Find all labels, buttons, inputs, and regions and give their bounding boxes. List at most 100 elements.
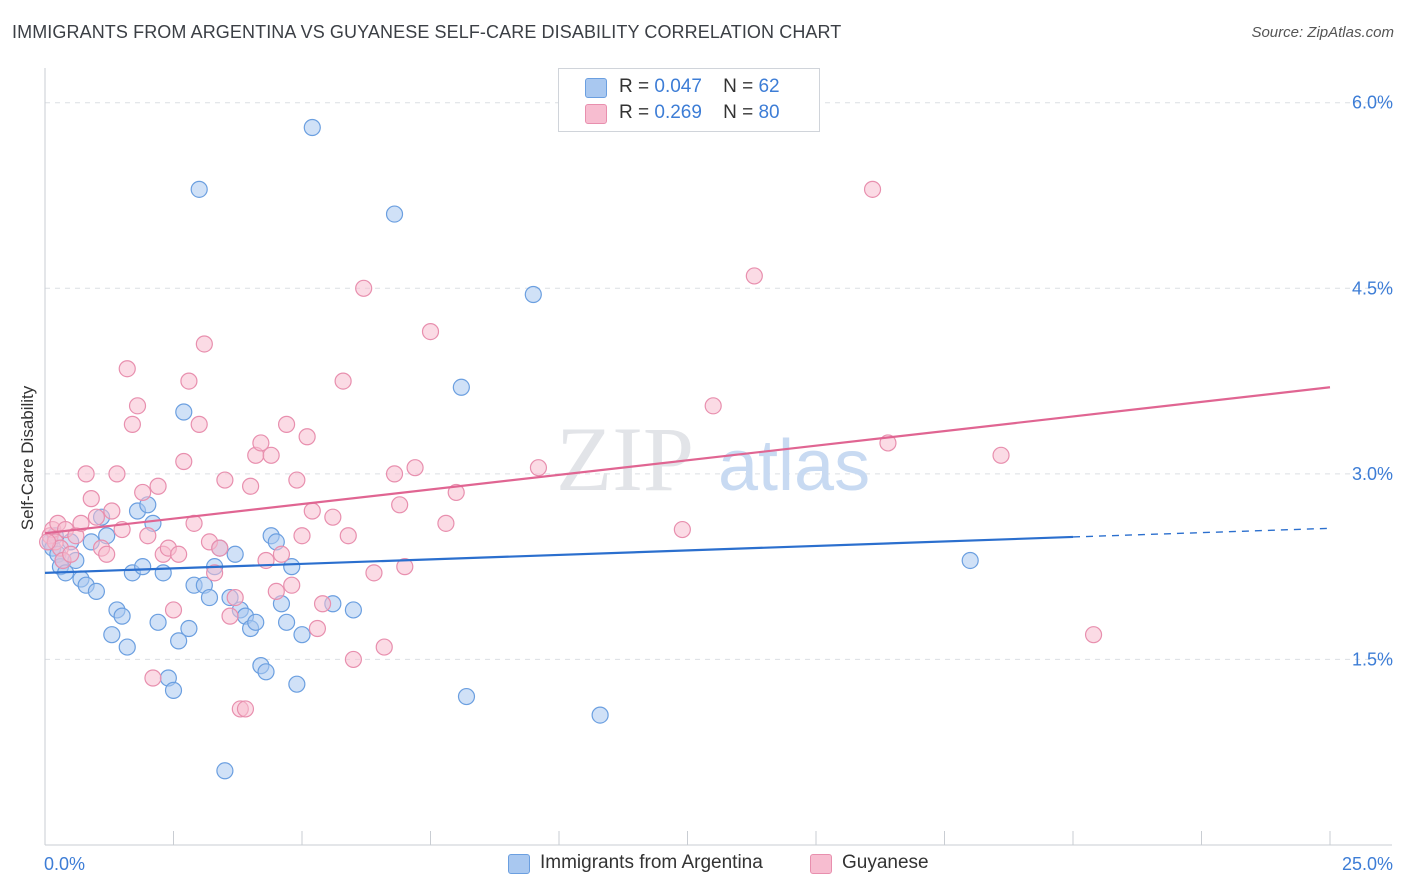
data-point (38, 533, 57, 551)
data-point (324, 508, 342, 526)
chart-title: IMMIGRANTS FROM ARGENTINA VS GUYANESE SE… (12, 22, 842, 42)
data-point (421, 323, 440, 341)
data-point (267, 582, 285, 600)
data-point (437, 514, 455, 532)
data-point (745, 267, 763, 285)
legend-label-guyanese: Guyanese (842, 852, 929, 873)
legend-r-value: 0.047 (654, 76, 702, 97)
y-tick-labels: 1.5% 3.0% 4.5% 6.0% (1352, 93, 1393, 670)
watermark-zip: ZIP (556, 408, 694, 510)
trend-line-argentina (44, 535, 1074, 574)
data-point (221, 607, 239, 625)
legend-n-value: 62 (758, 76, 780, 97)
axes (44, 68, 1392, 846)
data-point (262, 446, 280, 464)
data-point (252, 434, 270, 452)
data-point (195, 335, 213, 353)
data-point (447, 483, 465, 502)
x-tick-label: 25.0% (1342, 854, 1393, 874)
data-point (863, 180, 882, 198)
data-point (313, 595, 332, 613)
x-tick-label: 0.0% (44, 854, 85, 874)
data-point (277, 415, 296, 433)
legend-n-label: N = (723, 102, 754, 123)
data-point (62, 545, 80, 563)
data-point (72, 514, 90, 532)
data-point (524, 285, 542, 304)
trend-lines (44, 386, 1331, 574)
series-guyanese-points (38, 180, 1103, 718)
trend-line-guyanese (44, 386, 1331, 535)
data-point (242, 477, 260, 495)
legend-label-argentina: Immigrants from Argentina (540, 852, 763, 873)
data-point (226, 588, 244, 607)
data-point (355, 279, 373, 297)
source-credit: Source: ZipAtlas.com (1251, 24, 1394, 41)
data-point (288, 471, 306, 489)
data-point (277, 613, 296, 631)
data-point (236, 700, 255, 718)
data-point (170, 632, 188, 650)
data-point (108, 465, 126, 483)
legend-n-value: 80 (758, 102, 780, 123)
data-point (457, 687, 476, 706)
data-point (591, 706, 609, 724)
data-point (82, 490, 100, 508)
watermark-atlas: atlas (718, 426, 870, 506)
data-point (190, 180, 208, 198)
y-tick-label: 3.0% (1352, 464, 1393, 484)
data-point (226, 545, 244, 563)
data-point (344, 650, 362, 669)
data-point (272, 545, 291, 563)
data-point (391, 496, 409, 514)
legend-r-label: R = (619, 102, 650, 123)
trend-line-argentina-projection (1072, 527, 1331, 538)
y-tick-label: 4.5% (1352, 278, 1393, 298)
data-point (103, 502, 121, 520)
data-point (704, 397, 722, 415)
y-tick-label: 1.5% (1352, 649, 1393, 669)
data-point (385, 205, 404, 223)
data-point (961, 551, 979, 570)
legend-swatch-blue (508, 854, 530, 874)
data-point (334, 372, 352, 390)
legend-swatch-pink (585, 104, 607, 124)
data-point (406, 459, 424, 477)
legend-swatch-blue (585, 78, 607, 98)
data-point (134, 483, 152, 502)
data-point (385, 465, 404, 483)
legend-n-label: N = (723, 76, 754, 97)
data-point (339, 527, 357, 545)
data-point (257, 663, 275, 681)
data-point (206, 564, 224, 582)
data-point (365, 564, 383, 582)
data-point (200, 588, 219, 607)
data-point (149, 613, 167, 631)
data-point (170, 545, 188, 563)
data-point (77, 465, 95, 483)
correlation-legend: R = 0.047 N = 62 R = 0.269 N = 80 (558, 68, 820, 132)
data-point (211, 539, 229, 557)
data-point (283, 558, 301, 576)
data-point (134, 558, 152, 576)
data-point (293, 626, 311, 644)
data-point (164, 681, 183, 699)
data-point (175, 452, 193, 471)
data-point (303, 118, 321, 137)
legend-swatch-pink (810, 854, 832, 874)
data-point (118, 360, 136, 378)
data-point (180, 619, 198, 638)
legend-r-value: 0.269 (654, 102, 702, 123)
data-point (118, 638, 136, 656)
data-point (375, 638, 393, 656)
data-point (139, 527, 157, 545)
data-point (288, 675, 306, 693)
data-point (149, 477, 167, 495)
data-point (529, 459, 548, 477)
data-point (247, 613, 265, 631)
data-point (103, 626, 121, 644)
data-point (344, 601, 362, 619)
data-point (190, 415, 208, 433)
data-point (113, 607, 131, 625)
